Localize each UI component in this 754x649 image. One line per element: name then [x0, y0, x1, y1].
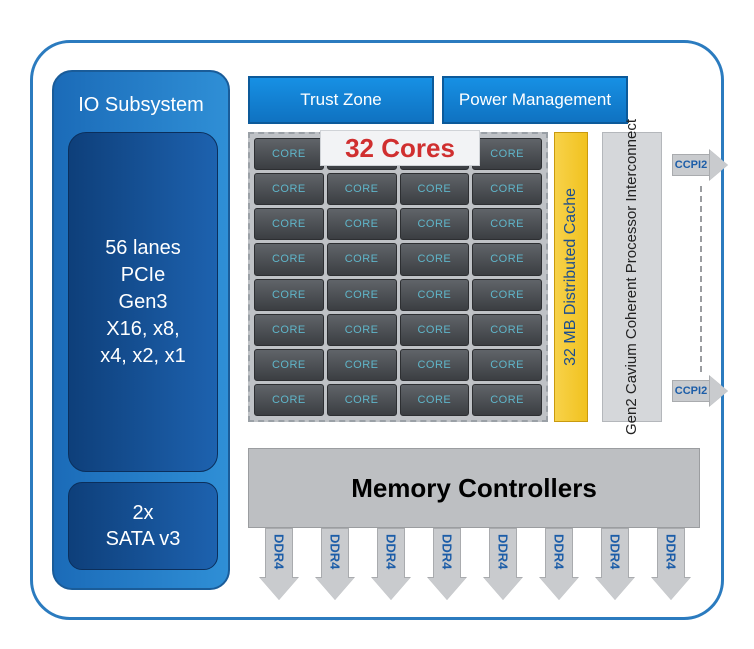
core-cell: CORE: [327, 243, 397, 275]
sata-box: 2x SATA v3: [68, 482, 218, 570]
arrow-head-icon: [316, 578, 354, 600]
ddr-label: DDR4: [608, 534, 623, 569]
core-cell: CORE: [254, 279, 324, 311]
lanes-line-4: x4, x2, x1: [100, 343, 186, 370]
core-title-badge: 32 Cores: [320, 130, 480, 166]
top-tabs-bar: Trust Zone Power Management: [248, 76, 628, 124]
ccpi-arrow-top: CCPI2: [672, 150, 730, 180]
ddr-arrow: DDR4: [316, 528, 354, 608]
ddr-label: DDR4: [440, 534, 455, 569]
interconnect-box: Gen2 Cavium Coherent Processor Interconn…: [602, 132, 662, 422]
interconnect-label: Gen2 Cavium Coherent Processor Interconn…: [622, 119, 642, 435]
core-cell: CORE: [400, 243, 470, 275]
ddr-label: DDR4: [272, 534, 287, 569]
memory-controllers-label: Memory Controllers: [351, 473, 597, 504]
core-cell: CORE: [400, 384, 470, 416]
pcie-lanes-box: 56 lanes PCIe Gen3 X16, x8, x4, x2, x1: [68, 132, 218, 472]
cache-label: 32 MB Distributed Cache: [562, 188, 580, 366]
core-cell: CORE: [327, 208, 397, 240]
ccpi-dash-line: [700, 186, 702, 372]
core-cell: CORE: [472, 349, 542, 381]
ddr-label: DDR4: [328, 534, 343, 569]
core-cell: CORE: [472, 208, 542, 240]
core-cell: CORE: [400, 279, 470, 311]
arrow-head-icon: [710, 150, 728, 180]
ddr-arrow: DDR4: [428, 528, 466, 608]
arrow-head-icon: [710, 376, 728, 406]
core-cell: CORE: [400, 314, 470, 346]
lanes-line-0: 56 lanes: [105, 235, 181, 262]
ddr-label: DDR4: [664, 534, 679, 569]
core-cell: CORE: [254, 384, 324, 416]
ccpi-label-top: CCPI2: [672, 154, 710, 176]
core-cell: CORE: [327, 314, 397, 346]
core-grid: CORECORECORECORECORECORECORECORECORECORE…: [254, 138, 542, 416]
core-cell: CORE: [327, 279, 397, 311]
ccpi-label-bottom: CCPI2: [672, 380, 710, 402]
ddr-row: DDR4 DDR4 DDR4 DDR4 DDR4 DDR4 DDR4 DDR4: [260, 528, 690, 608]
ddr-arrow: DDR4: [372, 528, 410, 608]
core-cell: CORE: [400, 173, 470, 205]
core-cell: CORE: [254, 138, 324, 170]
ddr-arrow: DDR4: [652, 528, 690, 608]
ddr-arrow: DDR4: [596, 528, 634, 608]
core-cell: CORE: [254, 173, 324, 205]
core-cell: CORE: [472, 173, 542, 205]
lanes-line-2: Gen3: [119, 289, 168, 316]
ddr-arrow: DDR4: [260, 528, 298, 608]
core-cell: CORE: [327, 173, 397, 205]
core-cell: CORE: [254, 208, 324, 240]
core-cell: CORE: [472, 138, 542, 170]
ddr-label: DDR4: [552, 534, 567, 569]
tab-trust-zone: Trust Zone: [248, 76, 434, 124]
io-subsystem-box: IO Subsystem 56 lanes PCIe Gen3 X16, x8,…: [52, 70, 230, 590]
lanes-line-3: X16, x8,: [106, 316, 179, 343]
core-cell: CORE: [472, 314, 542, 346]
core-cell: CORE: [254, 243, 324, 275]
lanes-line-1: PCIe: [121, 262, 165, 289]
core-cell: CORE: [254, 314, 324, 346]
ccpi-arrow-bottom: CCPI2: [672, 376, 730, 406]
core-cell: CORE: [472, 384, 542, 416]
tab-power-management: Power Management: [442, 76, 628, 124]
core-cell: CORE: [472, 243, 542, 275]
sata-line-0: 2x: [132, 500, 153, 526]
io-subsystem-title: IO Subsystem: [54, 94, 228, 117]
core-cell: CORE: [327, 384, 397, 416]
core-cell: CORE: [472, 279, 542, 311]
core-cell: CORE: [254, 349, 324, 381]
ddr-label: DDR4: [384, 534, 399, 569]
memory-controllers-box: Memory Controllers: [248, 448, 700, 528]
arrow-head-icon: [372, 578, 410, 600]
cache-box: 32 MB Distributed Cache: [554, 132, 588, 422]
core-area: CORECORECORECORECORECORECORECORECORECORE…: [248, 132, 548, 422]
arrow-head-icon: [596, 578, 634, 600]
arrow-head-icon: [428, 578, 466, 600]
arrow-head-icon: [540, 578, 578, 600]
arrow-head-icon: [484, 578, 522, 600]
ddr-arrow: DDR4: [540, 528, 578, 608]
core-cell: CORE: [400, 349, 470, 381]
ddr-arrow: DDR4: [484, 528, 522, 608]
core-cell: CORE: [400, 208, 470, 240]
ddr-label: DDR4: [496, 534, 511, 569]
sata-line-1: SATA v3: [106, 526, 181, 552]
arrow-head-icon: [260, 578, 298, 600]
core-cell: CORE: [327, 349, 397, 381]
arrow-head-icon: [652, 578, 690, 600]
